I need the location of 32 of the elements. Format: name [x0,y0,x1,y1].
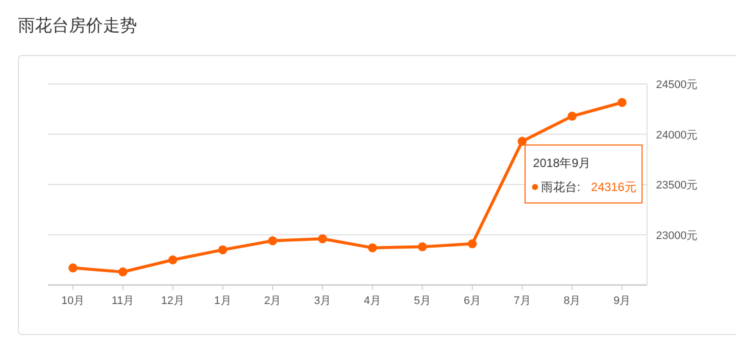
point [518,136,527,146]
chart-title: 雨花台房价走势 [18,16,137,35]
point [318,234,328,244]
point [68,263,78,272]
x-tick-label: 8月 [564,295,581,307]
y-tick-label: 23500元 [656,180,698,192]
x-tick-label: 3月 [314,295,332,307]
y-tick-label: 24000元 [656,129,698,142]
y-tick-label: 23000元 [656,230,698,242]
point [218,245,228,254]
legend-label: 雨花台: [541,180,580,194]
point [418,242,427,252]
point [468,239,477,248]
annotation: 2018年9月 [533,156,590,170]
x-tick-label: 7月 [514,295,531,307]
x-tick-label: 1月 [214,295,232,307]
x-tick-label: 9月 [613,295,631,307]
x-tick-label: 10月 [61,295,85,307]
point [368,243,377,252]
point [118,267,128,276]
point [168,255,178,264]
x-tick-label: 6月 [464,295,481,307]
x-tick-label: 5月 [414,295,431,307]
x-tick-label: 4月 [364,295,382,307]
annotation: 24316元 [591,180,636,194]
point [618,98,627,107]
y-tick-label: 24500元 [656,79,698,91]
x-tick-label: 12月 [161,295,184,307]
point [268,236,278,246]
x-tick-label: 2月 [264,295,282,307]
x-tick-label: 11月 [112,295,134,307]
point [568,112,577,121]
